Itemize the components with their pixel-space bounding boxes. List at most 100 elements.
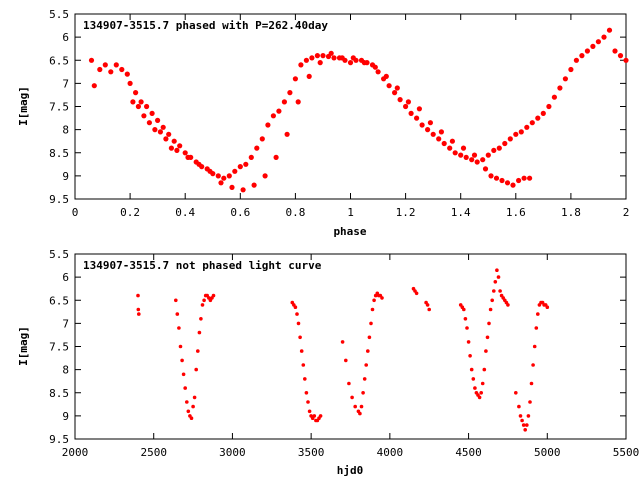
data-point (516, 177, 522, 184)
data-point (194, 367, 198, 372)
data-point (513, 131, 519, 137)
data-point (441, 140, 447, 147)
x-tick-label: 1.2 (396, 206, 416, 219)
data-point (405, 99, 411, 105)
x-tick-label: 0.8 (285, 206, 305, 219)
data-point (551, 94, 558, 100)
data-point (370, 307, 375, 312)
data-point (191, 404, 195, 409)
data-point (88, 57, 95, 63)
data-point (138, 99, 144, 105)
data-point (157, 129, 163, 135)
data-point (202, 298, 206, 303)
data-point (136, 293, 140, 298)
data-point (528, 400, 532, 404)
data-point (331, 55, 337, 61)
data-point (366, 349, 370, 353)
data-point (488, 173, 494, 179)
data-point (304, 391, 309, 395)
x-tick-label: 5500 (613, 446, 640, 459)
data-point (177, 326, 181, 330)
data-point (568, 66, 574, 73)
data-point (358, 411, 362, 416)
data-point (473, 386, 477, 390)
x-tick-label: 1.6 (506, 206, 526, 219)
y-axis-label-bottom: I[mag] (17, 326, 30, 366)
data-point (232, 168, 238, 174)
data-point (463, 154, 469, 160)
data-point (318, 414, 323, 418)
data-point (317, 60, 323, 66)
data-point (525, 423, 529, 427)
data-point (463, 317, 468, 321)
data-point (526, 414, 531, 418)
data-point (309, 55, 315, 61)
data-point (166, 131, 172, 137)
data-point (425, 127, 431, 133)
data-point (199, 317, 203, 321)
data-point (460, 145, 467, 151)
data-point (102, 62, 108, 68)
x-tick-label: 2500 (140, 446, 167, 459)
data-point (606, 27, 613, 33)
y-tick-label: 9 (62, 410, 69, 423)
y-tick-label: 9.5 (49, 433, 69, 446)
data-point (168, 145, 174, 151)
data-point (529, 381, 534, 386)
data-point (133, 90, 139, 96)
data-point (137, 312, 141, 316)
data-point (186, 409, 191, 414)
data-point (490, 298, 495, 303)
data-point (299, 349, 304, 353)
data-point (416, 106, 422, 112)
x-tick-label: 4500 (455, 446, 482, 459)
data-point (306, 400, 310, 404)
data-point (601, 34, 607, 40)
data-point (458, 152, 464, 158)
data-point (484, 349, 488, 353)
data-point (130, 99, 136, 105)
data-point (185, 154, 191, 160)
data-point (185, 400, 189, 404)
data-point (397, 97, 403, 103)
x-tick-label: 1.8 (561, 206, 581, 219)
data-point (480, 157, 486, 163)
data-point (359, 404, 364, 409)
data-point (254, 145, 260, 151)
data-point (449, 138, 455, 144)
data-point (521, 175, 527, 181)
y-tick-label: 9 (62, 170, 69, 183)
data-point (295, 99, 301, 105)
data-point (265, 122, 271, 128)
data-point (468, 354, 472, 358)
data-point (192, 395, 197, 400)
data-point (276, 108, 282, 114)
data-point (471, 152, 478, 158)
y-tick-label: 8 (62, 364, 69, 377)
data-point (314, 53, 320, 59)
data-point (477, 395, 482, 400)
data-point (301, 363, 306, 367)
data-point (361, 391, 365, 395)
data-point (375, 69, 381, 75)
data-point (307, 409, 312, 414)
data-point (196, 161, 202, 167)
x-tick-label: 2 (623, 206, 630, 219)
data-point (534, 326, 539, 330)
x-tick-label: 0.2 (120, 206, 140, 219)
data-point (293, 305, 298, 310)
data-point (386, 83, 392, 89)
data-point (392, 90, 398, 96)
data-point (427, 120, 433, 126)
data-point (471, 377, 476, 381)
data-point (372, 64, 378, 70)
y-tick-label: 6 (62, 271, 69, 284)
data-point (160, 124, 166, 130)
data-point (488, 307, 493, 312)
y-tick-label: 8.5 (49, 387, 69, 400)
data-point (425, 303, 430, 307)
data-point (298, 62, 304, 68)
data-point (298, 335, 302, 340)
data-point (229, 184, 235, 190)
data-point (328, 50, 334, 56)
